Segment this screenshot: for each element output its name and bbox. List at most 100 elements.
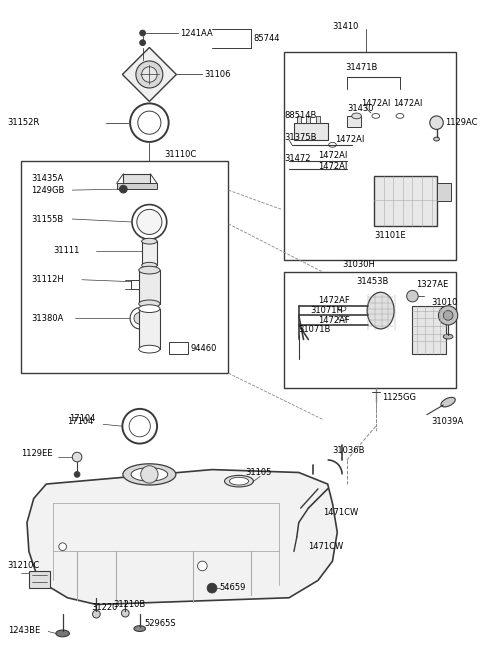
Bar [374, 175, 436, 226]
Circle shape [141, 466, 158, 483]
Text: 1129EE: 1129EE [21, 449, 53, 458]
Circle shape [137, 209, 162, 235]
Text: 31071B: 31071B [299, 325, 331, 334]
Text: 31210C: 31210C [8, 561, 40, 570]
Bar [139, 308, 160, 349]
Text: 17104: 17104 [68, 417, 94, 426]
Ellipse shape [131, 467, 168, 481]
Circle shape [138, 111, 161, 134]
Text: 1327AE: 1327AE [416, 280, 448, 289]
Bar [117, 183, 157, 189]
Ellipse shape [139, 300, 160, 308]
Bar [412, 306, 446, 354]
Circle shape [140, 30, 145, 36]
Text: 1472AI: 1472AI [318, 151, 348, 160]
Text: 1241AA: 1241AA [180, 29, 213, 38]
Ellipse shape [123, 464, 176, 485]
Ellipse shape [352, 113, 361, 119]
Text: 54659: 54659 [220, 583, 246, 591]
Circle shape [198, 561, 207, 570]
Text: 31010: 31010 [432, 299, 458, 307]
Text: 52965S: 52965S [144, 619, 176, 629]
Text: 31430: 31430 [347, 104, 373, 113]
Ellipse shape [329, 142, 336, 147]
Ellipse shape [372, 113, 380, 118]
Ellipse shape [139, 304, 160, 312]
Circle shape [74, 471, 80, 477]
Circle shape [207, 584, 217, 593]
Text: 1471CW: 1471CW [308, 542, 344, 551]
Text: 31039A: 31039A [432, 417, 464, 426]
Ellipse shape [142, 262, 157, 268]
Bar [297, 116, 300, 123]
Bar [131, 280, 139, 289]
Text: 1472AF: 1472AF [318, 316, 350, 325]
Text: 31105: 31105 [246, 468, 272, 477]
Circle shape [120, 185, 127, 193]
Bar [168, 342, 188, 354]
Bar [306, 116, 310, 123]
Ellipse shape [139, 266, 160, 274]
Text: 1472AI: 1472AI [393, 99, 422, 108]
Text: 1129AC: 1129AC [445, 118, 478, 127]
Text: 31071H: 31071H [310, 306, 343, 315]
Circle shape [59, 543, 67, 550]
Text: 31410: 31410 [333, 22, 359, 31]
Text: 1472AI: 1472AI [318, 162, 348, 171]
Ellipse shape [444, 334, 453, 339]
Bar [347, 116, 361, 128]
Bar [29, 570, 50, 588]
Ellipse shape [338, 306, 346, 311]
Circle shape [72, 452, 82, 462]
Text: 94460: 94460 [191, 344, 217, 353]
Text: 1125GG: 1125GG [383, 393, 417, 402]
Bar [284, 52, 456, 259]
Circle shape [132, 205, 167, 239]
Text: 1472AI: 1472AI [336, 134, 365, 143]
Circle shape [130, 104, 168, 142]
Ellipse shape [139, 346, 160, 353]
Text: 31112H: 31112H [31, 275, 63, 284]
Text: 31220: 31220 [92, 603, 118, 612]
Text: 31380A: 31380A [31, 314, 63, 323]
Bar [294, 123, 328, 140]
Circle shape [140, 40, 145, 46]
Ellipse shape [396, 113, 404, 118]
Circle shape [129, 415, 150, 437]
Text: 31472: 31472 [284, 154, 311, 163]
Bar [21, 161, 228, 373]
Ellipse shape [56, 630, 70, 637]
Circle shape [93, 610, 100, 618]
Bar [142, 241, 157, 265]
Ellipse shape [130, 308, 149, 329]
Circle shape [134, 312, 145, 324]
Text: 1472AF: 1472AF [318, 297, 350, 305]
Circle shape [407, 290, 418, 302]
Text: 31375B: 31375B [284, 132, 317, 141]
Ellipse shape [367, 292, 394, 329]
Text: 1471CW: 1471CW [323, 509, 358, 518]
Text: 85744: 85744 [253, 35, 280, 43]
Bar [436, 183, 451, 201]
Circle shape [438, 306, 458, 325]
Circle shape [444, 310, 453, 320]
Ellipse shape [225, 475, 253, 487]
Circle shape [136, 61, 163, 88]
Circle shape [142, 67, 157, 82]
Ellipse shape [433, 137, 439, 141]
Text: 1243BE: 1243BE [8, 626, 40, 635]
Ellipse shape [142, 239, 157, 244]
Text: 17104: 17104 [70, 414, 96, 423]
Bar [123, 173, 150, 185]
Circle shape [121, 610, 129, 617]
Text: 31152R: 31152R [8, 118, 40, 127]
Text: 31453B: 31453B [357, 277, 389, 286]
Text: 88514B: 88514B [284, 111, 317, 121]
Circle shape [122, 409, 157, 443]
Text: 31111: 31111 [53, 246, 79, 256]
Ellipse shape [338, 316, 346, 321]
Text: 1472AI: 1472AI [361, 99, 391, 108]
Text: 31030H: 31030H [342, 260, 375, 269]
Text: 31471B: 31471B [345, 63, 377, 72]
Polygon shape [122, 48, 176, 102]
